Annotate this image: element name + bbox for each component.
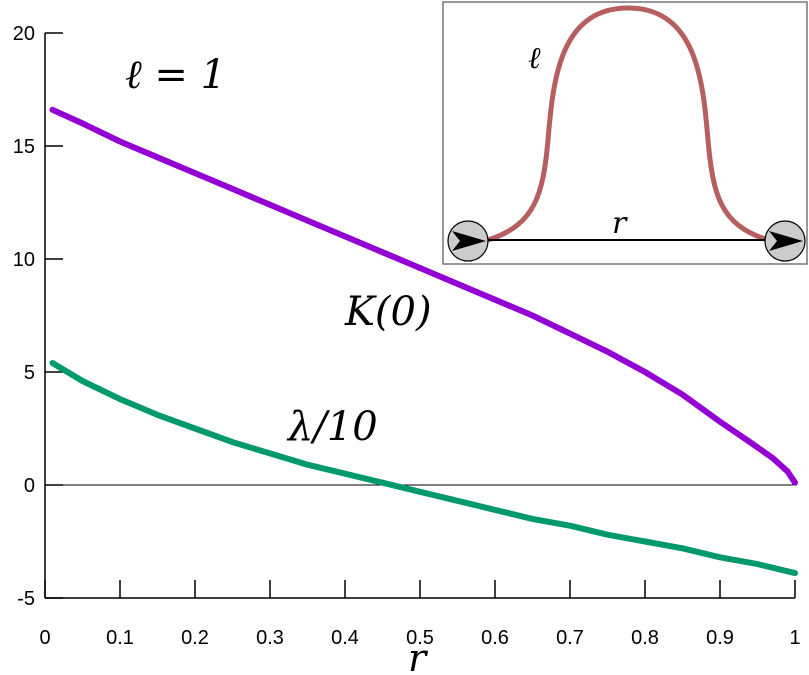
x-tick-label: 1 xyxy=(789,627,800,649)
ell-annotation: ℓ = 1 xyxy=(125,52,226,98)
x-tick-label: 0.1 xyxy=(106,627,134,649)
series-label-lambda: λ/10 xyxy=(286,404,378,450)
x-tick-label: 0.3 xyxy=(256,627,284,649)
series-line-lambda xyxy=(49,360,798,577)
x-ticks: 0 0.1 0.2 0.3 0.4 0.5 0.6 0.7 0.8 0.9 1 xyxy=(39,580,801,649)
arrow-right-icon xyxy=(452,231,486,251)
y-tick-label: 0 xyxy=(24,475,35,497)
x-tick-label: 0.4 xyxy=(331,627,359,649)
y-tick-label: 15 xyxy=(13,136,35,158)
x-tick-label: 0.8 xyxy=(631,627,659,649)
x-tick-label: 0.5 xyxy=(406,627,434,649)
x-tick-label: 0 xyxy=(39,627,50,649)
inset-ell-label: ℓ xyxy=(528,41,541,76)
series-line-k0 xyxy=(49,106,798,486)
x-tick-label: 0.2 xyxy=(181,627,209,649)
x-tick-label: 0.9 xyxy=(706,627,734,649)
series-label-k0: K(0) xyxy=(344,289,432,335)
y-tick-label: -5 xyxy=(17,588,35,610)
y-tick-label: 20 xyxy=(13,23,35,45)
inset-left-node xyxy=(447,220,489,262)
y-tick-label: 5 xyxy=(24,362,35,384)
series-layer xyxy=(49,106,798,577)
inset-loop-curve xyxy=(487,5,769,243)
inset-diagram: ℓ r xyxy=(442,1,808,265)
y-tick-label: 10 xyxy=(13,249,35,271)
x-axis-label: r xyxy=(408,636,429,675)
arrow-right-icon xyxy=(769,231,803,251)
y-ticks: -5 0 5 10 15 20 xyxy=(13,23,63,610)
x-tick-label: 0.7 xyxy=(556,627,584,649)
inset-right-node xyxy=(764,220,806,262)
x-tick-label: 0.6 xyxy=(481,627,509,649)
inset-r-label: r xyxy=(612,206,628,241)
inset-frame xyxy=(442,1,808,265)
